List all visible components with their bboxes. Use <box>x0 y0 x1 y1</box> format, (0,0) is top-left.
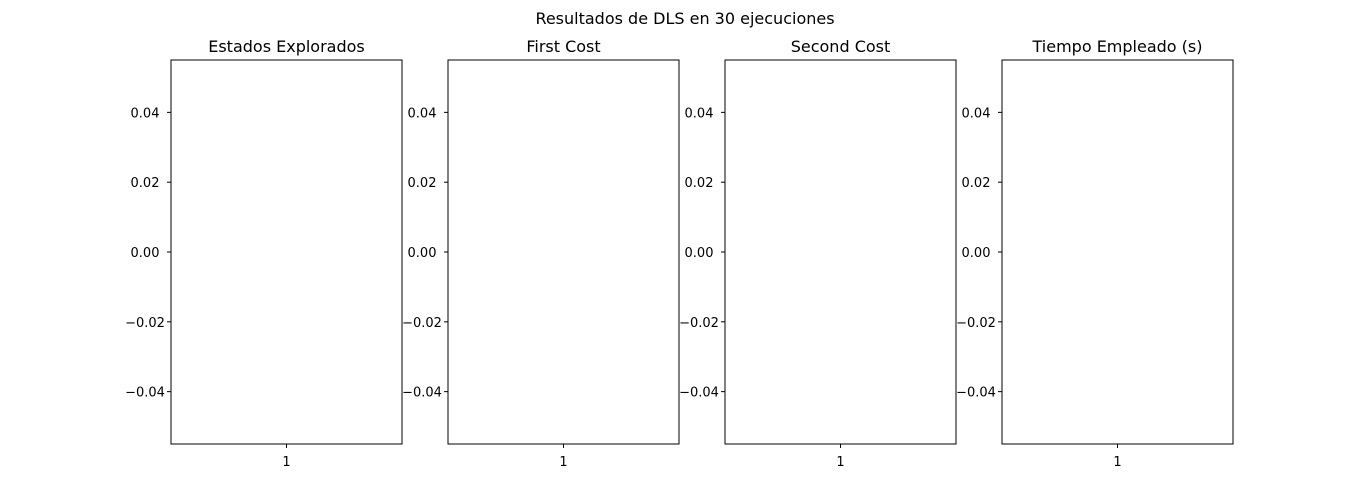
plot-frame <box>1001 59 1234 445</box>
y-tick-label: −0.02 <box>125 316 165 331</box>
y-tick-label: 0.04 <box>131 106 160 121</box>
x-tick-label: 1 <box>282 455 290 470</box>
y-tick-label: 0.04 <box>962 106 991 121</box>
y-tick-label: −0.02 <box>956 316 996 331</box>
y-tick-label: 0.02 <box>131 176 160 191</box>
y-tick-label: 0.00 <box>408 246 437 261</box>
y-tick-label: −0.02 <box>402 316 442 331</box>
panel-title: Second Cost <box>791 37 891 56</box>
y-tick-label: 0.00 <box>685 246 714 261</box>
y-tick-label: 0.00 <box>962 246 991 261</box>
panel-4: Tiempo Empleado (s) 0.04 0.02 0.00 −0.02 −0.0… <box>956 37 1234 470</box>
y-tick-label: 0.04 <box>408 106 437 121</box>
panel-2: First Cost 0.04 0.02 0.00 −0.02 −0.04 1 <box>402 37 680 470</box>
y-tick-label: 0.02 <box>408 176 437 191</box>
y-tick-label: 0.02 <box>962 176 991 191</box>
figure-title: Resultados de DLS en 30 ejecuciones <box>535 9 834 28</box>
y-tick-label: −0.04 <box>956 386 996 401</box>
panel-1: Estados Explorados 0.04 0.02 0.00 −0.02 −0.04… <box>125 37 403 470</box>
panel-title: Tiempo Empleado (s) <box>1032 37 1203 56</box>
y-tick-label: −0.04 <box>679 386 719 401</box>
plot-frame <box>170 59 403 445</box>
y-tick-label: 0.00 <box>131 246 160 261</box>
panel-title: First Cost <box>526 37 600 56</box>
y-tick-label: −0.04 <box>125 386 165 401</box>
x-tick-label: 1 <box>559 455 567 470</box>
y-tick-label: 0.04 <box>685 106 714 121</box>
plot-frame <box>447 59 680 445</box>
x-tick-label: 1 <box>836 455 844 470</box>
y-tick-label: 0.02 <box>685 176 714 191</box>
panel-title: Estados Explorados <box>208 37 365 56</box>
y-tick-label: −0.02 <box>679 316 719 331</box>
x-tick-label: 1 <box>1113 455 1121 470</box>
plot-frame <box>724 59 957 445</box>
y-tick-label: −0.04 <box>402 386 442 401</box>
panel-3: Second Cost 0.04 0.02 0.00 −0.02 −0.04 1 <box>679 37 957 470</box>
panels: Estados Explorados 0.04 0.02 0.00 −0.02 −0.04… <box>125 37 1234 470</box>
